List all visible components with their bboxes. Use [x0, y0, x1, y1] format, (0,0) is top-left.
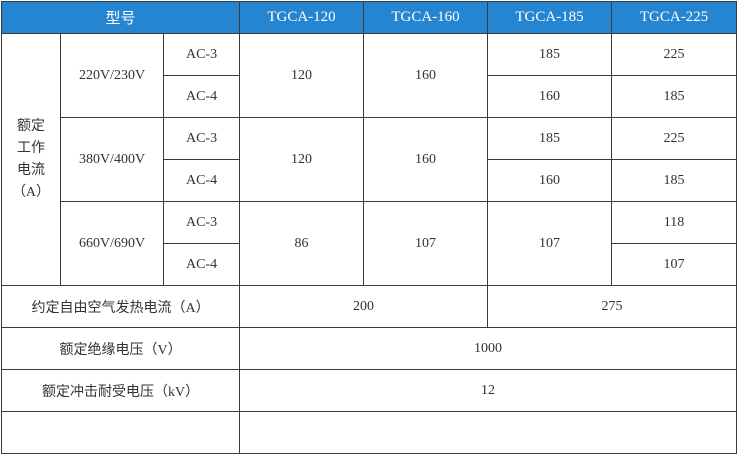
category-cell: AC-3 [162, 201, 241, 244]
label-line: 电流 [17, 162, 45, 178]
table-row: 额定冲击耐受电压（kV） 12 [0, 369, 738, 412]
category-cell: AC-4 [162, 75, 241, 118]
category-cell: AC-4 [162, 159, 241, 202]
table-row: AC-4 160 185 [2, 75, 738, 118]
insulation-voltage-label: 额定绝缘电压（V） [0, 327, 241, 370]
value-cell: 185 [611, 159, 738, 202]
value-cell: 107 [363, 201, 489, 286]
table-row: 额定 工作 电流 （A） 220V/230V AC-3 120 160 185 … [1, 33, 738, 286]
value-cell: 107 [611, 243, 738, 286]
table-row: AC-4 107 [2, 243, 738, 286]
category-cell: AC-4 [162, 243, 241, 286]
value-cell: 160 [363, 33, 489, 118]
value-cell: 160 [363, 117, 489, 202]
value-cell: 12 [239, 369, 738, 412]
value-cell: 275 [487, 285, 738, 328]
label-line: 额定 [17, 118, 45, 134]
table-row: 约定自由空气发热电流（A） 200 275 [0, 285, 738, 328]
table-row: AC-4 160 185 [2, 159, 738, 202]
value-cell: 160 [487, 75, 613, 118]
value-cell: 120 [239, 33, 365, 118]
value-cell: 185 [487, 33, 613, 76]
value-cell: 225 [611, 117, 738, 160]
value-cell: 200 [239, 285, 489, 328]
value-cell: 107 [487, 201, 613, 286]
value-cell: 120 [239, 117, 365, 202]
value-cell: 225 [611, 33, 738, 76]
value-cell: 185 [487, 117, 613, 160]
value-cell: 118 [611, 201, 738, 244]
header-row: 型号 TGCA-120 TGCA-160 TGCA-185 TGCA-225 [0, 1, 738, 34]
model-header: TGCA-185 [487, 1, 613, 34]
label-line: （A） [11, 184, 51, 200]
impulse-voltage-label: 额定冲击耐受电压（kV） [0, 369, 241, 412]
value-cell: 185 [611, 75, 738, 118]
category-cell: AC-3 [162, 117, 241, 160]
table-row: 额定绝缘电压（V） 1000 [0, 327, 738, 370]
table-row: 380V/400V AC-3 120 160 185 225 [2, 117, 738, 202]
value-cell: 160 [487, 159, 613, 202]
model-header: TGCA-160 [363, 1, 489, 34]
voltage-cell: 220V/230V [60, 33, 164, 118]
model-header: TGCA-225 [611, 1, 738, 34]
label-line: 工作 [17, 140, 45, 156]
category-cell: AC-3 [162, 33, 241, 76]
value-cell: 1000 [239, 327, 738, 370]
voltage-cell: 380V/400V [60, 117, 164, 202]
model-header: TGCA-120 [239, 1, 365, 34]
rated-current-label: 额定 工作 电流 （A） [1, 33, 61, 286]
table-row: 660V/690V AC-3 86 107 107 118 [2, 201, 738, 286]
voltage-cell: 660V/690V [60, 201, 164, 286]
model-label: 型号 [0, 1, 241, 34]
value-cell: 86 [239, 201, 365, 286]
thermal-current-label: 约定自由空气发热电流（A） [0, 285, 241, 328]
